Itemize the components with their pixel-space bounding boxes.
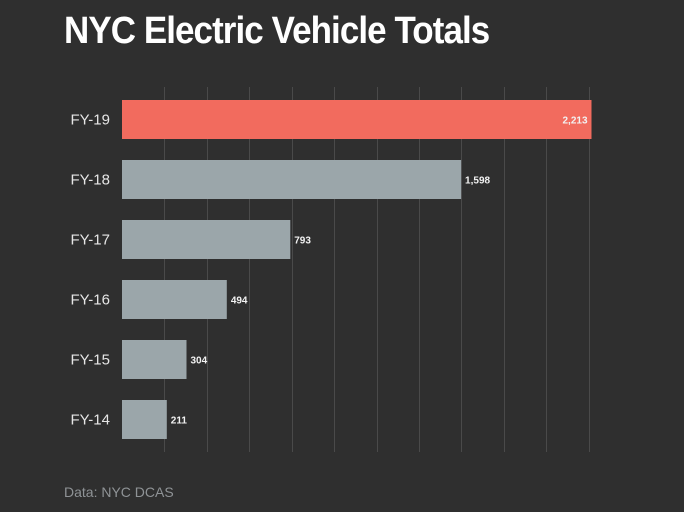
tick-label-fy-18: FY-18 [71, 172, 110, 189]
bar-fy-19 [122, 100, 592, 139]
chart-title: NYC Electric Vehicle Totals [64, 10, 490, 52]
data-label-fy-18: 1,598 [465, 176, 490, 187]
bars [122, 100, 592, 439]
tick-label-fy-14: FY-14 [71, 412, 110, 429]
data-source: Data: NYC DCAS [64, 484, 174, 500]
data-label-fy-14: 211 [171, 416, 188, 427]
bar-fy-17 [122, 220, 291, 259]
gridlines [164, 87, 590, 452]
data-label-fy-16: 494 [231, 296, 248, 307]
labels: FY-19 2,213 FY-18 1,598 FY-17 793 FY-16 494 FY-1… [71, 112, 588, 429]
bar-fy-16 [122, 280, 227, 319]
data-label-fy-19: 2,213 [563, 116, 588, 127]
bar-fy-15 [122, 340, 187, 379]
tick-label-fy-16: FY-16 [71, 292, 110, 309]
bar-fy-14 [122, 400, 167, 439]
tick-label-fy-17: FY-17 [71, 232, 110, 249]
tick-label-fy-19: FY-19 [71, 112, 110, 129]
tick-label-fy-15: FY-15 [71, 352, 110, 369]
data-label-fy-17: 793 [294, 236, 311, 247]
bar-fy-18 [122, 160, 462, 199]
data-label-fy-15: 304 [191, 356, 208, 367]
